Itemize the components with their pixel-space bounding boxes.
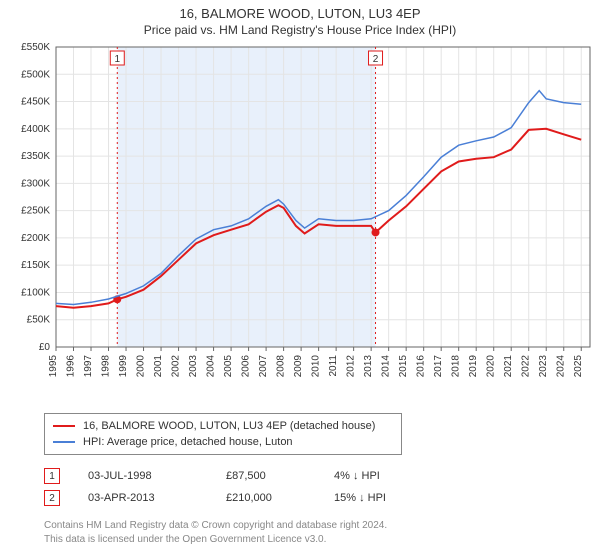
chart-svg: £0 £50K £100K £150K £200K £250K £300K £350K £400…	[0, 37, 600, 407]
svg-text:2014: 2014	[381, 355, 392, 378]
svg-text:£100K: £100K	[21, 287, 50, 298]
sale-date: 03-JUL-1998	[88, 470, 198, 482]
svg-text:2025: 2025	[573, 355, 584, 378]
sale-price: £210,000	[226, 492, 306, 504]
svg-text:2011: 2011	[328, 355, 339, 377]
svg-text:2018: 2018	[451, 355, 462, 378]
svg-text:£350K: £350K	[21, 151, 50, 162]
svg-text:1: 1	[114, 54, 120, 65]
svg-text:£200K: £200K	[21, 233, 50, 244]
footer-line: Contains HM Land Registry data © Crown c…	[44, 519, 600, 533]
svg-text:£250K: £250K	[21, 206, 50, 217]
legend: 16, BALMORE WOOD, LUTON, LU3 4EP (detach…	[44, 413, 402, 455]
svg-text:1998: 1998	[101, 355, 112, 378]
svg-text:£450K: £450K	[21, 97, 50, 108]
sale-row: 2 03-APR-2013 £210,000 15% ↓ HPI	[44, 487, 600, 509]
svg-text:1997: 1997	[83, 355, 94, 378]
footer-line: This data is licensed under the Open Gov…	[44, 533, 600, 547]
legend-swatch	[53, 441, 75, 443]
sale-date: 03-APR-2013	[88, 492, 198, 504]
chart-titles: 16, BALMORE WOOD, LUTON, LU3 4EP Price p…	[0, 0, 600, 37]
legend-label: 16, BALMORE WOOD, LUTON, LU3 4EP (detach…	[83, 420, 375, 432]
legend-label: HPI: Average price, detached house, Luto…	[83, 436, 293, 448]
svg-text:£0: £0	[39, 342, 51, 353]
svg-text:2015: 2015	[398, 355, 409, 378]
figure-root: 16, BALMORE WOOD, LUTON, LU3 4EP Price p…	[0, 0, 600, 554]
svg-text:2003: 2003	[188, 355, 199, 378]
sale-hpi: 4% ↓ HPI	[334, 470, 424, 482]
svg-text:£150K: £150K	[21, 260, 50, 271]
chart-title-sub: Price paid vs. HM Land Registry's House …	[0, 23, 600, 37]
legend-swatch	[53, 425, 75, 427]
svg-text:2009: 2009	[293, 355, 304, 378]
svg-text:2012: 2012	[346, 355, 357, 378]
svg-text:1996: 1996	[66, 355, 77, 378]
svg-text:2007: 2007	[258, 355, 269, 378]
chart-area: £0 £50K £100K £150K £200K £250K £300K £350K £400…	[0, 37, 600, 407]
svg-text:2016: 2016	[416, 355, 427, 378]
svg-text:2008: 2008	[276, 355, 287, 378]
svg-text:£500K: £500K	[21, 69, 50, 80]
svg-text:£300K: £300K	[21, 178, 50, 189]
sale-row: 1 03-JUL-1998 £87,500 4% ↓ HPI	[44, 465, 600, 487]
svg-text:2020: 2020	[486, 355, 497, 378]
svg-text:1999: 1999	[118, 355, 129, 378]
svg-text:2000: 2000	[136, 355, 147, 378]
sale-hpi: 15% ↓ HPI	[334, 492, 424, 504]
svg-text:£50K: £50K	[27, 315, 51, 326]
svg-text:2001: 2001	[153, 355, 164, 378]
svg-text:2024: 2024	[556, 355, 567, 378]
svg-text:2: 2	[373, 54, 379, 65]
legend-item: 16, BALMORE WOOD, LUTON, LU3 4EP (detach…	[53, 418, 393, 434]
sale-price: £87,500	[226, 470, 306, 482]
svg-text:2013: 2013	[363, 355, 374, 378]
svg-text:2021: 2021	[503, 355, 514, 378]
svg-text:£400K: £400K	[21, 124, 50, 135]
legend-item: HPI: Average price, detached house, Luto…	[53, 434, 393, 450]
svg-text:2022: 2022	[521, 355, 532, 378]
svg-text:2017: 2017	[433, 355, 444, 378]
sale-badge: 1	[44, 468, 60, 484]
sale-badge: 2	[44, 490, 60, 506]
svg-text:2023: 2023	[538, 355, 549, 378]
chart-title-address: 16, BALMORE WOOD, LUTON, LU3 4EP	[0, 6, 600, 21]
svg-text:2005: 2005	[223, 355, 234, 378]
svg-text:1995: 1995	[48, 355, 59, 378]
svg-text:2004: 2004	[206, 355, 217, 378]
svg-text:2002: 2002	[171, 355, 182, 378]
svg-text:2019: 2019	[468, 355, 479, 378]
svg-text:£550K: £550K	[21, 42, 50, 53]
svg-text:2010: 2010	[311, 355, 322, 378]
sales-list: 1 03-JUL-1998 £87,500 4% ↓ HPI 2 03-APR-…	[44, 465, 600, 509]
svg-text:2006: 2006	[241, 355, 252, 378]
footer: Contains HM Land Registry data © Crown c…	[44, 519, 600, 554]
